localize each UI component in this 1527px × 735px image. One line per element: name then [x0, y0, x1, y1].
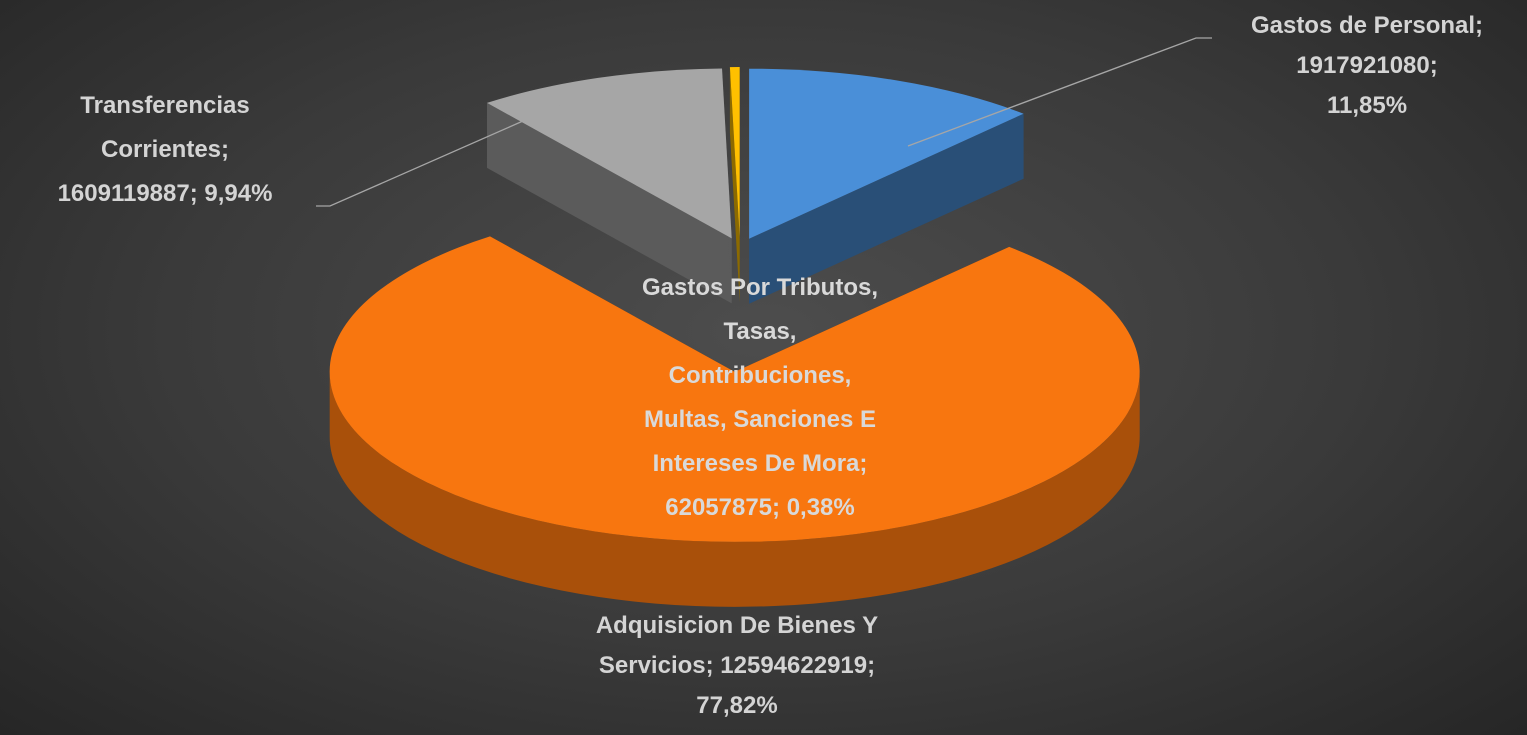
data-label: Transferencias Corrientes; 1609119887; 9… [57, 92, 273, 207]
slice-side [749, 113, 1024, 304]
pie [329, 67, 1140, 607]
slice-wall [329, 371, 1140, 607]
data-label: Gastos Por Tributos, Tasas, Contribucion… [641, 274, 879, 521]
data-label: Gastos de Personal; 1917921080; 11,85% [1250, 12, 1484, 119]
data-label: Adquisicion De Bienes Y Servicios; 12594… [595, 612, 879, 719]
leader-line [907, 37, 1212, 147]
slice [749, 68, 1024, 239]
slice [487, 68, 732, 239]
slice-side [729, 67, 740, 302]
slice-side [487, 102, 732, 304]
slice [329, 236, 1140, 542]
slice [729, 67, 740, 237]
leader-line [316, 87, 599, 207]
